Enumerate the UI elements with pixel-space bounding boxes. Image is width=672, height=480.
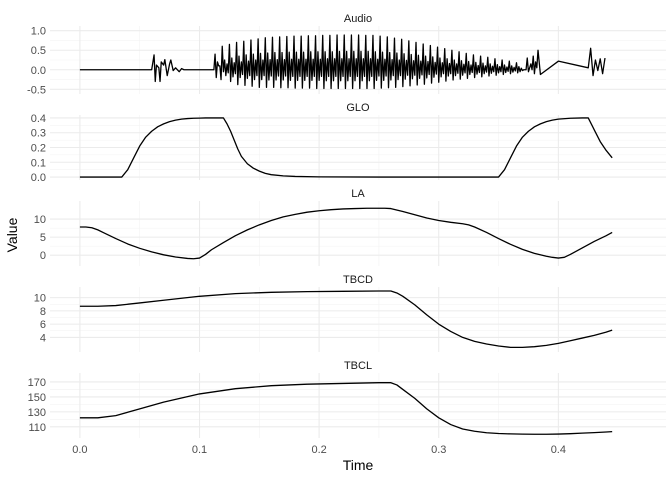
- y-tick-label: 0.2: [31, 143, 46, 155]
- x-tick-label: 0.3: [431, 444, 446, 456]
- x-tick-label: 0.0: [72, 444, 87, 456]
- y-tick-label: 8: [40, 306, 46, 318]
- y-tick-label: 0.0: [31, 172, 46, 184]
- y-tick-label: 110: [28, 422, 46, 434]
- y-tick-label: 0.1: [31, 157, 46, 169]
- x-tick-label: 0.2: [311, 444, 326, 456]
- y-tick-label: 5: [40, 232, 46, 244]
- panel-title: LA: [351, 188, 365, 200]
- y-axis-title: Value: [4, 217, 20, 252]
- series-line-audio: [79, 34, 606, 90]
- y-tick-label: 1.0: [31, 26, 46, 38]
- y-tick-label: 130: [28, 407, 46, 419]
- series-line-glo: [79, 117, 613, 178]
- y-tick-label: 0.4: [31, 113, 46, 125]
- y-tick-label: 6: [40, 319, 46, 331]
- x-axis: 0.0 0.1 0.2 0.3 0.4: [72, 444, 566, 456]
- facet-panels: -0.5 0.0 0.5 1.0 Audio 0.0 0.1 0.2 0.3 0.4 GLO 0 5 10…: [27, 13, 666, 438]
- panel-la: 0 5 10 LA: [34, 188, 666, 266]
- panel-title: GLO: [346, 102, 370, 114]
- y-tick-label: 0.3: [31, 128, 46, 140]
- panel-title: TBCD: [343, 274, 373, 286]
- y-tick-label: 10: [34, 214, 46, 226]
- y-tick-label: 150: [28, 392, 46, 404]
- y-tick-label: 4: [40, 332, 46, 344]
- series-line-la: [79, 207, 613, 260]
- series-line-tbcl: [79, 382, 613, 435]
- y-tick-label: 0.0: [31, 65, 46, 77]
- y-tick-label: 170: [28, 377, 46, 389]
- y-tick-label: 0: [40, 250, 46, 262]
- y-tick-label: 0.5: [31, 45, 46, 57]
- x-tick-label: 0.1: [192, 444, 207, 456]
- x-tick-label: 0.4: [551, 444, 566, 456]
- panel-title: TBCL: [344, 360, 372, 372]
- series-line-tbcd: [79, 290, 613, 349]
- panel-tbcl: 110 130 150 170 TBCL: [28, 360, 666, 438]
- panel-title: Audio: [344, 13, 372, 25]
- panel-glo: 0.0 0.1 0.2 0.3 0.4 GLO: [31, 102, 666, 184]
- y-tick-label: -0.5: [27, 84, 46, 96]
- y-tick-label: 10: [34, 293, 46, 305]
- x-axis-title: Time: [343, 457, 374, 473]
- panel-audio: -0.5 0.0 0.5 1.0 Audio: [27, 13, 666, 96]
